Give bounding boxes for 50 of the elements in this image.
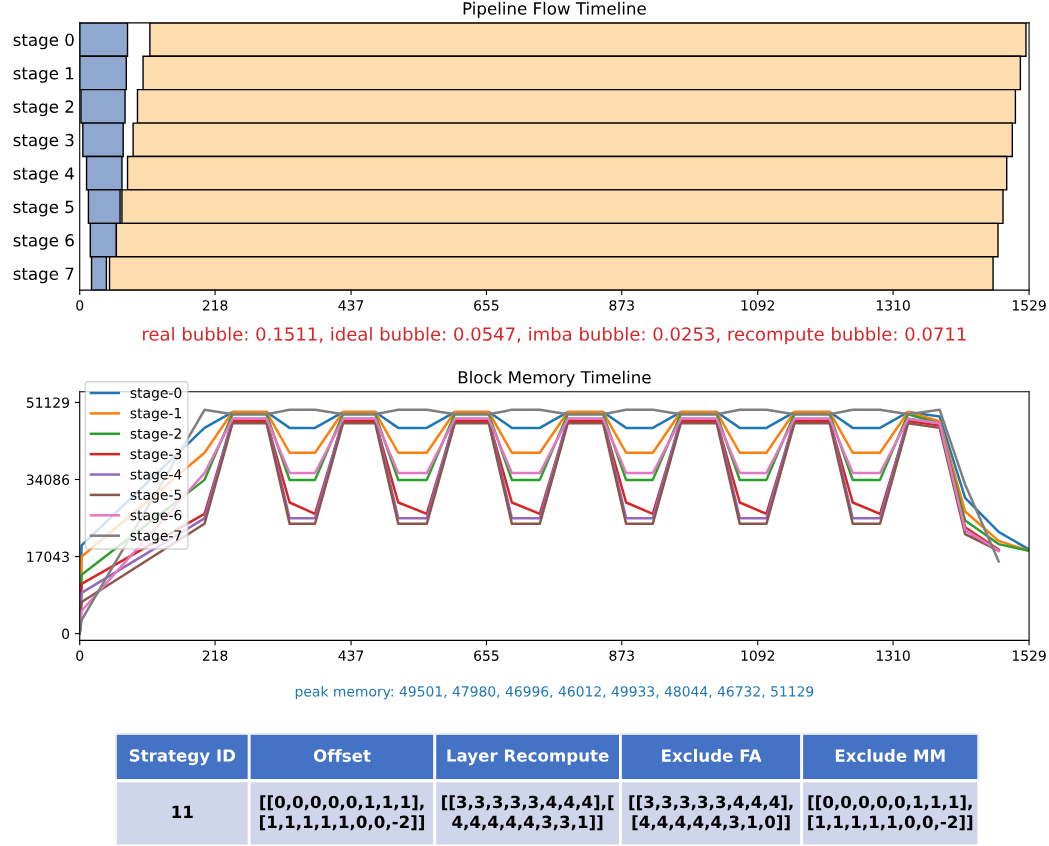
text: [[0,0,0,0,0,1,1,1], [1,1,1,1,1,0,0,-2]] [260, 795, 425, 831]
y-tick-label: stage 6 [13, 234, 74, 250]
y-tick-label: 0 [62, 628, 70, 640]
category-label: Exclude MM [835, 749, 945, 762]
legend-label: stage-0 [130, 387, 182, 401]
legend-label: stage-3 [130, 448, 182, 462]
chart-title: Pipeline Flow Timeline [463, 1, 646, 18]
x-tick-label: 218 [202, 300, 228, 311]
y-tick-label: stage 7 [13, 267, 74, 284]
x-tick-label: 873 [609, 300, 634, 311]
y-tick-label: stage 2 [13, 100, 74, 117]
legend-label: stage-1 [130, 408, 181, 422]
text: [[0,0,0,0,0,1,1,1], [1,1,1,1,1,0,0,-2]] [808, 795, 973, 831]
y-tick-label: stage 1 [13, 67, 74, 83]
x-tick-label: 873 [609, 650, 634, 661]
category-label: Offset [313, 749, 371, 762]
y-tick-label: stage 3 [13, 133, 74, 150]
category-label: Layer Recompute [447, 749, 609, 766]
y-tick-label: 51129 [26, 397, 70, 408]
legend-label: stage-5 [130, 489, 182, 503]
y-tick-label: stage 5 [13, 200, 74, 217]
legend-label: stage-2 [130, 428, 181, 442]
x-tick-label: 1310 [876, 650, 910, 661]
text: [[3,3,3,3,3,4,4,4], [4,4,4,4,4,3,1,0]] [629, 795, 793, 831]
y-tick-label: stage 0 [13, 33, 74, 50]
chart-title: Block Memory Timeline [458, 370, 651, 387]
y-tick-label: 17043 [27, 551, 69, 563]
x-tick-label: 437 [338, 650, 364, 661]
y-tick-label: 34086 [26, 474, 70, 485]
category-label: Strategy ID [129, 749, 236, 766]
x-tick-label: 0 [76, 650, 84, 661]
legend-label: stage-7 [130, 530, 182, 544]
legend-label: stage-4 [130, 469, 182, 483]
x-tick-label: 655 [474, 650, 499, 661]
text: 11 [172, 805, 193, 818]
x-tick-label: 655 [474, 300, 499, 311]
x-tick-label: 1529 [1012, 300, 1046, 311]
x-tick-label: 0 [76, 300, 84, 311]
text: [[3,3,3,3,3,4,4,4],[ 4,4,4,4,4,3,3,1]] [442, 795, 614, 831]
y-tick-label: stage 4 [13, 167, 74, 184]
text: peak memory: 49501, 47980, 46996, 46012, 49933, 48044, 46732, 51129 [295, 685, 814, 700]
x-tick-label: 1310 [876, 300, 910, 311]
x-tick-label: 1529 [1012, 650, 1046, 661]
x-tick-label: 437 [338, 300, 364, 311]
legend-label: stage-6 [130, 509, 182, 524]
x-tick-label: 1092 [741, 650, 775, 661]
x-tick-label: 1092 [741, 300, 775, 311]
text: real bubble: 0.1511, ideal bubble: 0.0547, imba bubble: 0.0253, recompute bubble: 0.0711 [143, 326, 966, 345]
x-tick-label: 218 [202, 650, 228, 661]
category-label: Exclude FA [662, 749, 762, 762]
